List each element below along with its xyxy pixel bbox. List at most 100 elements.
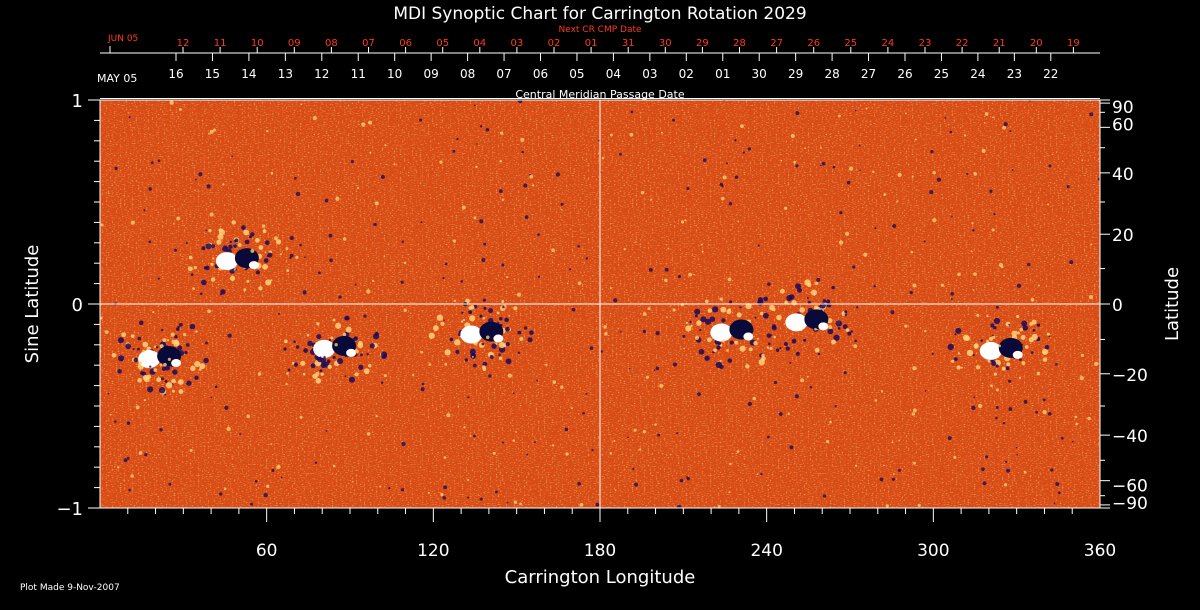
region-speckle: [219, 293, 223, 296]
network-element: [380, 174, 385, 180]
network-element: [452, 239, 457, 243]
network-element: [844, 313, 848, 316]
region-speckle: [171, 389, 175, 393]
region-speckle: [974, 343, 979, 348]
region-speckle: [689, 320, 692, 324]
region-speckle: [460, 320, 464, 323]
network-element: [950, 292, 954, 296]
region-speckle: [501, 300, 505, 303]
network-element: [135, 405, 140, 410]
region-speckle: [316, 356, 323, 363]
network-element: [280, 476, 283, 479]
network-element: [526, 453, 529, 456]
network-element: [380, 381, 384, 384]
red-date-label: 30: [659, 38, 672, 49]
network-element: [971, 405, 976, 411]
region-speckle: [229, 275, 236, 281]
region-speckle: [720, 306, 727, 313]
white-date-label: 06: [533, 67, 548, 81]
network-element: [384, 144, 387, 147]
region-speckle: [712, 306, 719, 313]
y-left-tick-label: 1: [72, 91, 83, 112]
network-element: [650, 198, 653, 201]
network-element: [585, 392, 588, 395]
network-element: [325, 430, 328, 432]
network-element: [655, 366, 660, 371]
region-speckle: [498, 356, 503, 361]
network-element: [520, 137, 525, 142]
network-element: [206, 184, 211, 189]
network-element: [295, 191, 301, 197]
x-tick-label: 180: [584, 541, 616, 561]
network-element: [778, 412, 783, 416]
network-element: [619, 330, 622, 333]
network-element: [873, 284, 876, 288]
region-speckle: [1008, 379, 1012, 383]
network-element: [1008, 323, 1011, 326]
network-element: [285, 382, 288, 386]
network-element: [492, 451, 496, 455]
region-speckle: [842, 324, 848, 330]
red-date-label: 19: [1067, 38, 1080, 49]
region-speckle: [827, 318, 833, 324]
network-element: [126, 456, 130, 460]
region-speckle: [234, 238, 239, 243]
network-element: [654, 423, 657, 426]
network-element: [676, 432, 679, 435]
network-element: [995, 416, 998, 420]
network-element: [488, 374, 492, 378]
region-speckle: [527, 337, 533, 343]
network-element: [992, 116, 994, 119]
network-element: [467, 396, 470, 399]
network-element: [375, 414, 378, 418]
region-speckle: [470, 305, 475, 310]
network-element: [660, 131, 663, 134]
region-speckle: [993, 325, 997, 330]
network-element: [560, 385, 564, 389]
region-speckle: [342, 332, 347, 337]
network-element: [603, 325, 607, 329]
network-element: [642, 430, 646, 434]
network-element: [287, 368, 291, 372]
region-speckle: [262, 229, 267, 234]
network-element: [524, 215, 529, 220]
network-element: [329, 258, 333, 263]
network-element: [443, 456, 447, 459]
network-element: [940, 283, 944, 287]
red-date-label: 09: [288, 38, 301, 49]
network-element: [1048, 335, 1051, 338]
network-element: [475, 165, 478, 169]
network-element: [529, 174, 534, 179]
region-speckle: [1016, 314, 1020, 319]
network-element: [963, 134, 967, 137]
network-element: [227, 333, 232, 338]
network-element: [944, 117, 947, 119]
network-element: [613, 440, 616, 443]
network-element: [981, 467, 985, 472]
region-speckle: [229, 240, 232, 244]
region-speckle: [988, 336, 994, 341]
network-element: [167, 357, 171, 361]
network-element: [138, 451, 143, 455]
network-element: [816, 277, 821, 282]
network-element: [266, 484, 270, 489]
active-region: [759, 279, 859, 356]
region-speckle: [258, 286, 263, 291]
y-left-axis-ticks: 1 0 −1: [56, 91, 100, 520]
x-tick-label: 360: [1084, 541, 1116, 561]
network-element: [822, 494, 827, 498]
network-element: [834, 405, 837, 408]
y-right-tick-label: −90: [1112, 494, 1148, 514]
network-element: [726, 162, 728, 165]
network-element: [1081, 159, 1084, 161]
network-element: [780, 159, 783, 162]
network-element: [143, 209, 146, 212]
region-speckle: [153, 345, 157, 348]
network-element: [161, 377, 165, 381]
region-speckle: [229, 268, 235, 274]
network-element: [403, 261, 407, 265]
network-element: [224, 405, 229, 410]
network-element: [577, 281, 582, 286]
region-speckle: [705, 299, 709, 304]
region-speckle: [454, 339, 461, 346]
